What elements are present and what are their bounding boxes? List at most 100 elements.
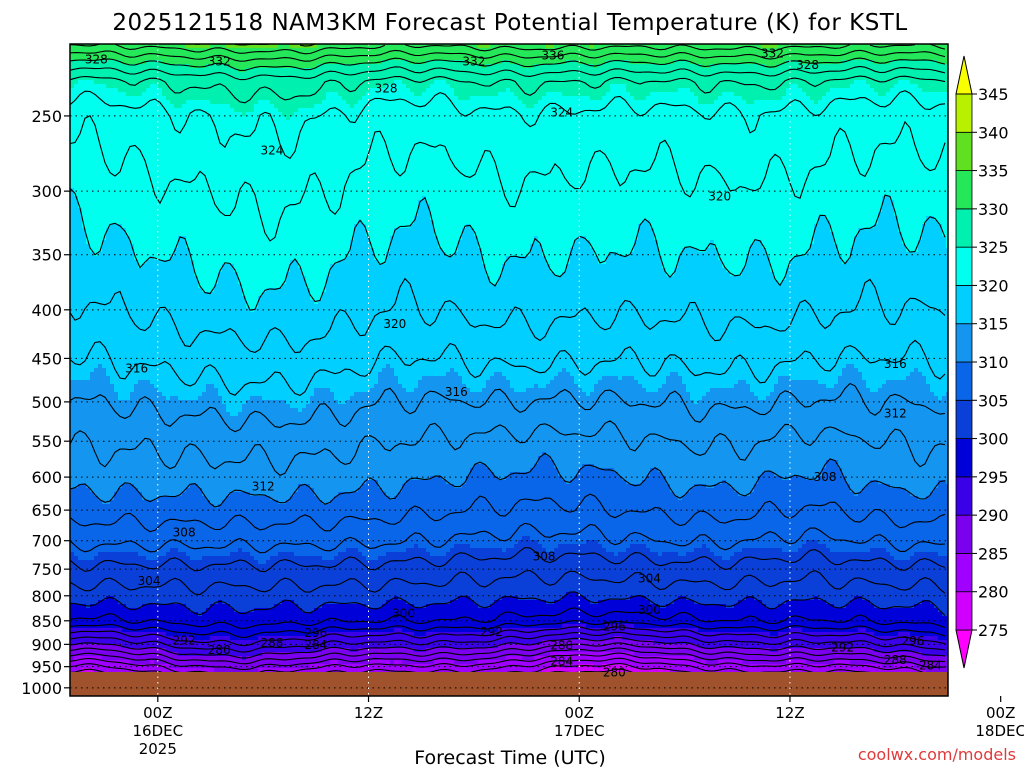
theta-band-cell (454, 664, 459, 677)
theta-band-cell (722, 660, 727, 677)
theta-band-cell (578, 96, 583, 237)
theta-band-cell (346, 632, 351, 649)
theta-band-cell (838, 552, 843, 609)
theta-band-cell (222, 404, 227, 501)
theta-band-cell (786, 480, 791, 553)
theta-band-cell (654, 552, 659, 605)
theta-band-cell (798, 60, 803, 89)
theta-band-cell (198, 44, 203, 49)
theta-band-cell (370, 648, 375, 661)
theta-band-cell (510, 656, 515, 673)
theta-band-cell (130, 608, 135, 633)
theta-band-cell (810, 244, 815, 381)
theta-band-cell (230, 416, 235, 493)
theta-band-cell (290, 260, 295, 409)
theta-band-cell (646, 44, 651, 65)
theta-band-cell (470, 548, 475, 601)
theta-band-cell (602, 652, 607, 665)
theta-band-cell (366, 480, 371, 561)
theta-band-cell (426, 376, 431, 481)
theta-band-cell (866, 648, 871, 665)
theta-band-cell (818, 632, 823, 649)
theta-band-cell (658, 556, 663, 609)
theta-band-cell (310, 68, 315, 109)
contour-label: 308 (173, 525, 196, 539)
theta-band-cell (918, 652, 923, 669)
theta-band-cell (438, 60, 443, 81)
theta-band-cell (882, 196, 887, 385)
theta-band-cell (562, 272, 567, 369)
theta-band-cell (258, 296, 263, 397)
theta-band-cell (318, 556, 323, 609)
theta-band-cell (738, 496, 743, 553)
theta-band-cell (878, 484, 883, 549)
theta-band-cell (450, 660, 455, 677)
theta-band-cell (890, 636, 895, 653)
theta-band-cell (98, 500, 103, 553)
theta-band-cell (230, 68, 235, 109)
theta-band-cell (198, 100, 203, 289)
theta-band-cell (458, 648, 463, 665)
theta-band-cell (718, 64, 723, 97)
theta-band-cell (230, 48, 235, 69)
theta-band-cell (642, 628, 647, 641)
theta-band-cell (866, 228, 871, 389)
theta-band-cell (862, 80, 867, 229)
theta-band-cell (490, 660, 495, 677)
theta-band-cell (778, 664, 783, 677)
theta-band-cell (118, 628, 123, 645)
theta-band-cell (98, 644, 103, 657)
theta-band-cell (154, 560, 159, 605)
theta-band-cell (898, 232, 903, 381)
theta-band-cell (478, 392, 483, 465)
theta-band-cell (74, 656, 79, 673)
theta-band-cell (826, 388, 831, 461)
theta-band-cell (382, 632, 387, 649)
theta-band-cell (322, 560, 327, 605)
theta-band-cell (498, 548, 503, 601)
theta-band-cell (530, 628, 535, 645)
theta-band-cell (110, 500, 115, 553)
theta-band-cell (478, 660, 483, 677)
theta-band-cell (518, 600, 523, 629)
theta-band-cell (722, 388, 727, 481)
theta-band-cell (690, 44, 695, 65)
theta-band-cell (766, 44, 771, 49)
theta-band-cell (254, 560, 259, 609)
theta-band-cell (858, 80, 863, 229)
theta-band-cell (738, 552, 743, 601)
contour-line (70, 188, 946, 311)
contour-line (70, 339, 946, 397)
theta-band-cell (82, 560, 87, 605)
contour-label: 296 (603, 620, 626, 634)
theta-band-cell (354, 44, 359, 65)
theta-band-cell (446, 60, 451, 85)
theta-band-cell (338, 404, 343, 493)
theta-band-cell (394, 596, 399, 629)
theta-band-cell (710, 44, 715, 65)
theta-band-cell (242, 116, 247, 297)
theta-band-cell (882, 484, 887, 549)
theta-band-cell (478, 248, 483, 393)
theta-band-cell (382, 264, 387, 369)
theta-band-cell (810, 540, 815, 601)
theta-band-cell (554, 44, 559, 65)
theta-band-cell (770, 548, 775, 609)
theta-band-cell (350, 548, 355, 605)
theta-band-cell (518, 392, 523, 473)
theta-band-cell (662, 384, 667, 477)
theta-band-cell (626, 44, 631, 61)
theta-band-cell (398, 648, 403, 661)
theta-band-cell (94, 84, 99, 257)
theta-band-cell (782, 376, 787, 481)
theta-band-cell (354, 632, 359, 653)
theta-band-cell (674, 268, 679, 373)
theta-band-cell (686, 392, 691, 493)
theta-band-cell (822, 648, 827, 665)
contour-label: 328 (375, 82, 398, 96)
theta-band-cell (526, 536, 531, 601)
theta-band-cell (286, 404, 291, 501)
theta-band-cell (778, 632, 783, 649)
contour-label: 288 (260, 636, 283, 650)
theta-band-cell (942, 396, 947, 481)
